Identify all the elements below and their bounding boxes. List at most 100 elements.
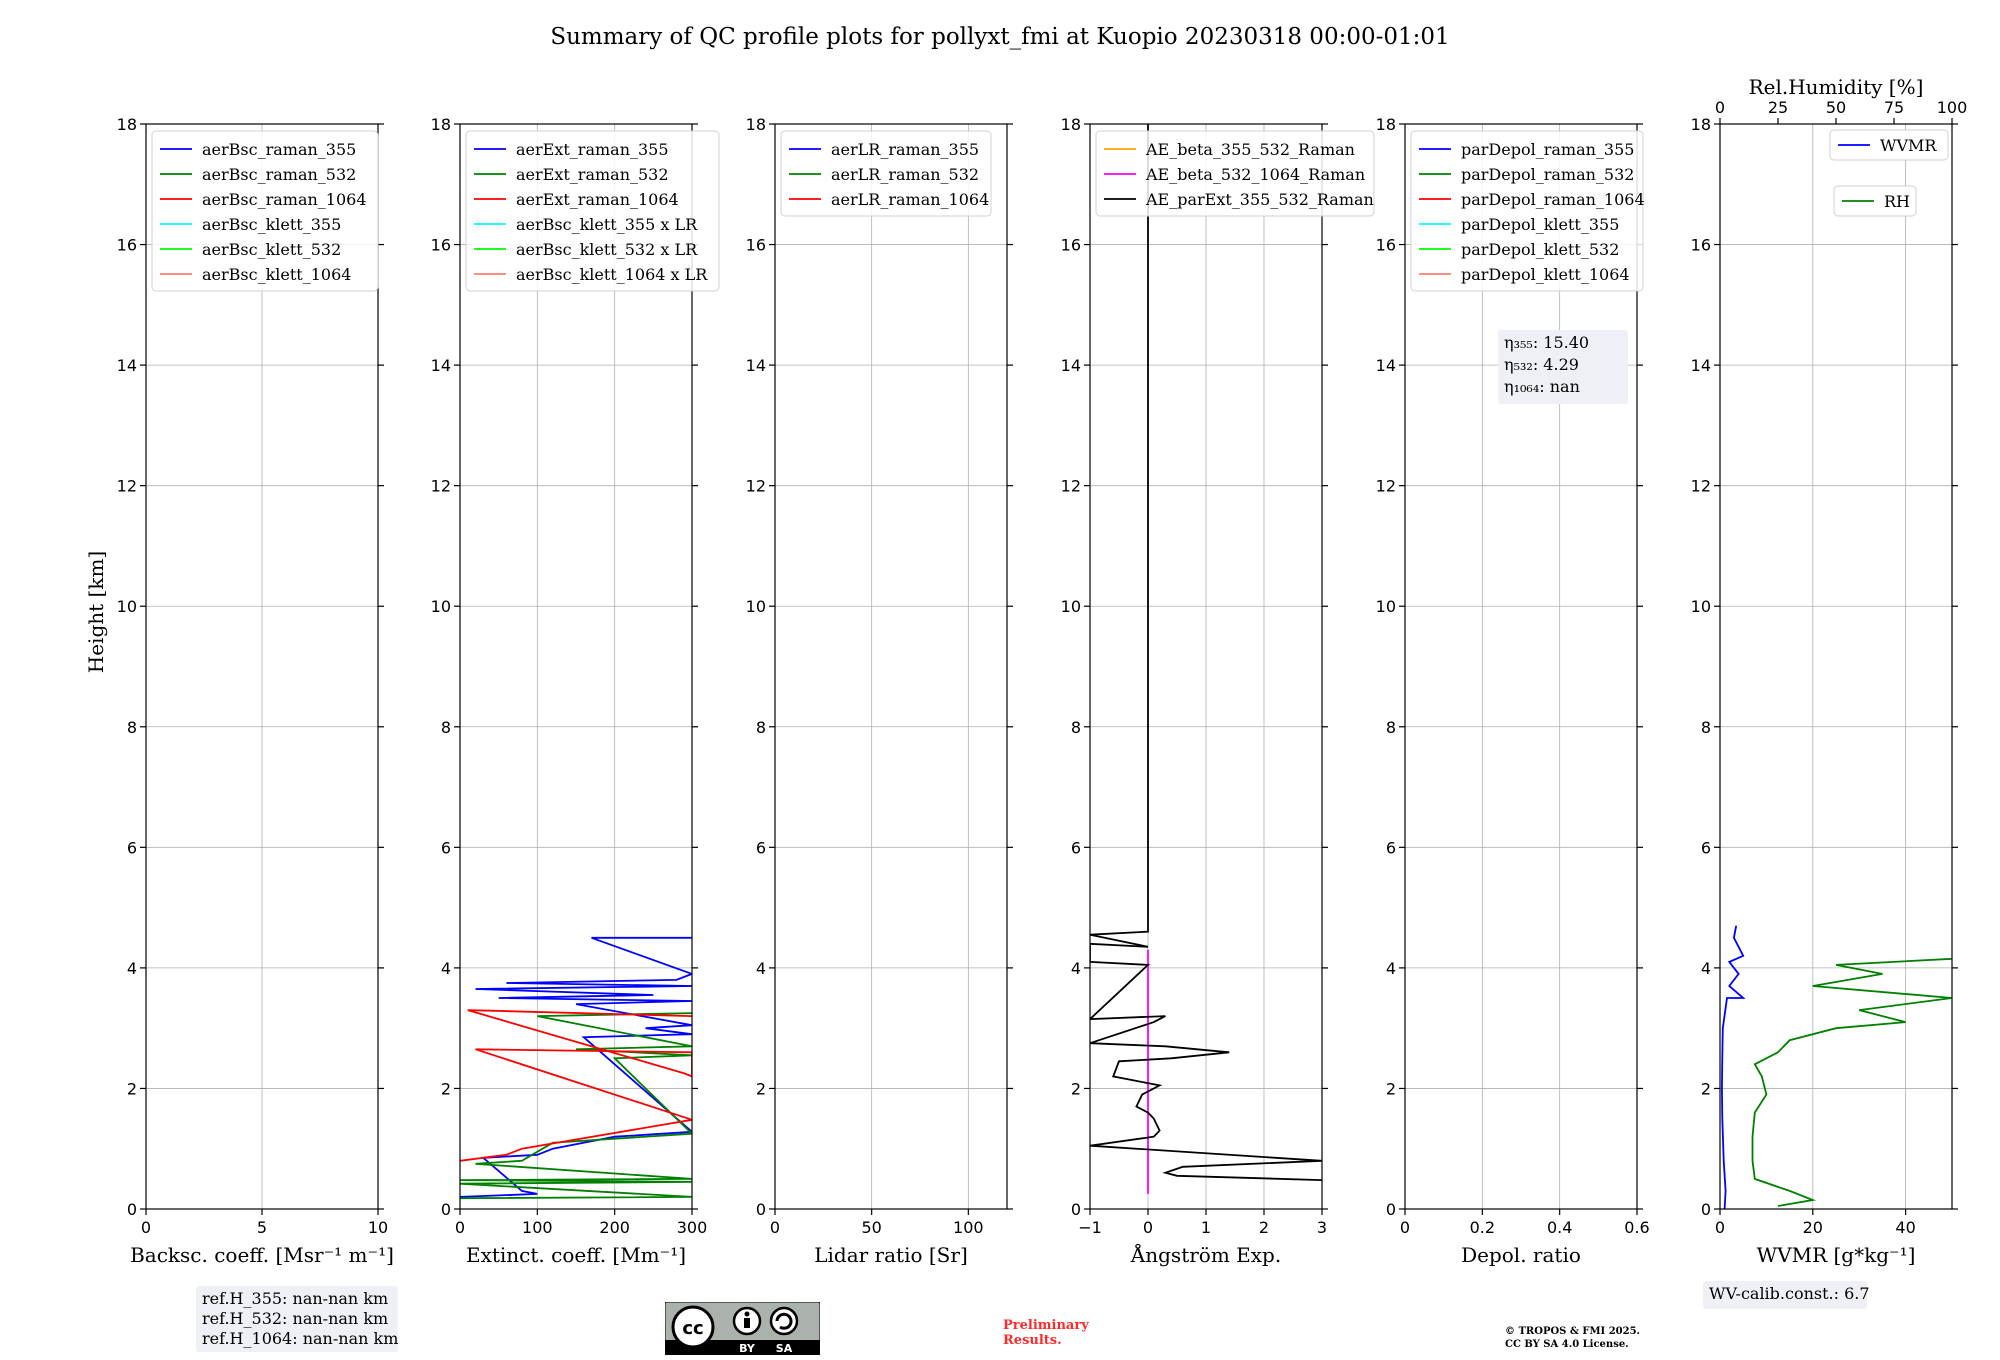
y-tick-label: 14 (431, 356, 451, 375)
series-aerExt_raman_532 (460, 1012, 692, 1200)
svg-text:cc: cc (682, 1318, 703, 1339)
legend-label-AE_beta_355_532_Raman: AE_beta_355_532_Raman (1145, 140, 1355, 159)
y-tick-label: 6 (127, 838, 137, 857)
legend-label: RH (1884, 192, 1910, 211)
figure-title: Summary of QC profile plots for pollyxt_… (550, 24, 1449, 50)
legend-label-parDepol_raman_1064: parDepol_raman_1064 (1461, 190, 1645, 209)
legend-label-parDepol_raman_355: parDepol_raman_355 (1461, 140, 1634, 159)
legend: AE_beta_355_532_Raman AE_beta_532_1064_Ra… (1095, 130, 1375, 217)
y-tick-label: 12 (746, 477, 766, 496)
x-axis-label: Extinct. coeff. [Mm⁻¹] (466, 1243, 686, 1267)
legend-label-aerExt_raman_532: aerExt_raman_532 (516, 165, 669, 184)
x2-tick-label: 25 (1768, 98, 1788, 117)
x-axis-label: Depol. ratio (1461, 1243, 1581, 1267)
x2-tick-label: 0 (1715, 98, 1725, 117)
x2-tick-label: 75 (1884, 98, 1904, 117)
y-tick-label: 2 (441, 1079, 451, 1098)
legend-label-aerBsc_raman_532: aerBsc_raman_532 (202, 165, 356, 184)
y-tick-label: 10 (1376, 597, 1396, 616)
legend-WVMR: WVMR (1829, 129, 1949, 161)
annotation-box: WV-calib.const.: 6.7 (1703, 1281, 1870, 1309)
y-tick-label: 0 (1071, 1200, 1081, 1219)
series-aerExt_raman_1064 (460, 1009, 692, 1162)
copyright-line-2: CC BY SA 4.0 License. (1505, 1339, 1629, 1350)
axes-frame (1404, 123, 1638, 1210)
y-tick-label: 4 (1386, 959, 1396, 978)
x-tick-label: 300 (677, 1218, 708, 1237)
x-axis-label: Ångström Exp. (1130, 1242, 1281, 1267)
legend-label-parDepol_klett_355: parDepol_klett_355 (1461, 215, 1619, 234)
legend-label-aerLR_raman_355: aerLR_raman_355 (831, 140, 979, 159)
x-tick-label: 1 (1201, 1218, 1211, 1237)
annotation-line: ref.H_532: nan-nan km (202, 1309, 388, 1328)
y-tick-label: 8 (1386, 718, 1396, 737)
x-tick-label: 20 (1803, 1218, 1823, 1237)
y-tick-label: 6 (1071, 838, 1081, 857)
x-tick-label: 0 (1143, 1218, 1153, 1237)
legend-box (1829, 129, 1949, 161)
legend-label: WVMR (1880, 136, 1937, 155)
y-tick-label: 8 (1701, 718, 1711, 737)
x-tick-label: 40 (1895, 1218, 1915, 1237)
x2-axis-label: Rel.Humidity [%] (1749, 75, 1924, 99)
legend: aerLR_raman_355 aerLR_raman_532 aerLR_rama… (780, 130, 992, 217)
legend-label-parDepol_raman_532: parDepol_raman_532 (1461, 165, 1634, 184)
legend: aerBsc_raman_355 aerBsc_raman_532 aerBsc_r… (151, 130, 379, 292)
x-tick-label: 5 (257, 1218, 267, 1237)
axes-frame (459, 123, 693, 1210)
x-tick-label: 0.4 (1547, 1218, 1572, 1237)
panel-backscatter: 0 2 4 6 8 10 12 14 16 18 0 5 10 Backsc. coeff. [Msr⁻¹… (117, 115, 398, 1352)
legend-label-aerExt_raman_355: aerExt_raman_355 (516, 140, 669, 159)
y-tick-label: 12 (1061, 477, 1081, 496)
y-tick-label: 10 (117, 597, 137, 616)
y-tick-label: 12 (117, 477, 137, 496)
x-axis-label: WVMR [g*kg⁻¹] (1757, 1243, 1916, 1267)
cc-license-badge: cc BY SA (664, 1301, 821, 1356)
panel-depol: 0 2 4 6 8 10 12 14 16 18 0 0.2 0.4 0.6 Depol. ratio par… (1376, 115, 1650, 1267)
y-tick-label: 16 (1691, 236, 1711, 255)
legend-label-aerBsc_klett_1064 x LR: aerBsc_klett_1064 x LR (516, 265, 708, 284)
y-tick-label: 12 (1691, 477, 1711, 496)
y-tick-label: 12 (1376, 477, 1396, 496)
legend-label-parDepol_klett_1064: parDepol_klett_1064 (1461, 265, 1630, 284)
copyright-note: © TROPOS & FMI 2025. CC BY SA 4.0 Licens… (1505, 1325, 1640, 1351)
legend-label-aerBsc_klett_532: aerBsc_klett_532 (202, 240, 341, 259)
preliminary-line-1: Preliminary (1003, 1318, 1089, 1333)
legend-label-parDepol_klett_532: parDepol_klett_532 (1461, 240, 1619, 259)
legend-label-aerBsc_klett_532 x LR: aerBsc_klett_532 x LR (516, 240, 698, 259)
y-tick-label: 14 (746, 356, 766, 375)
y-tick-label: 2 (1386, 1079, 1396, 1098)
y-tick-label: 16 (746, 236, 766, 255)
legend-label-aerBsc_klett_355 x LR: aerBsc_klett_355 x LR (516, 215, 698, 234)
y-tick-label: 2 (127, 1079, 137, 1098)
y-tick-label: 2 (1701, 1079, 1711, 1098)
y-tick-label: 14 (1061, 356, 1081, 375)
copyright-line-1: © TROPOS & FMI 2025. (1505, 1326, 1641, 1337)
x-tick-label: −1 (1078, 1218, 1102, 1237)
x-tick-label: 0 (1715, 1218, 1725, 1237)
panel-extinction: 0 2 4 6 8 10 12 14 16 18 0 100 200 300 Extinct. coeff.… (431, 115, 720, 1267)
y-tick-label: 12 (431, 477, 451, 496)
x-tick-label: 0 (455, 1218, 465, 1237)
y-tick-label: 8 (1071, 718, 1081, 737)
annotation-bg (1703, 1281, 1867, 1309)
x-tick-label: 200 (599, 1218, 630, 1237)
y-tick-label: 6 (1386, 838, 1396, 857)
annotation-bg (196, 1286, 398, 1352)
y-tick-label: 0 (1386, 1200, 1396, 1219)
y-tick-label: 10 (1691, 597, 1711, 616)
x2-tick-label: 50 (1826, 98, 1846, 117)
legend-label-aerExt_raman_1064: aerExt_raman_1064 (516, 190, 679, 209)
y-tick-label: 18 (431, 115, 451, 134)
axes-frame (774, 123, 1008, 1210)
annotation-line: ref.H_1064: nan-nan km (202, 1329, 398, 1348)
y-tick-label: 16 (117, 236, 137, 255)
y-tick-label: 16 (1061, 236, 1081, 255)
y-tick-label: 16 (1376, 236, 1396, 255)
y-tick-label: 6 (1701, 838, 1711, 857)
legend-RH: RH (1833, 185, 1917, 217)
x-tick-label: 3 (1317, 1218, 1327, 1237)
legend-label-AE_parExt_355_532_Raman: AE_parExt_355_532_Raman (1145, 190, 1374, 209)
